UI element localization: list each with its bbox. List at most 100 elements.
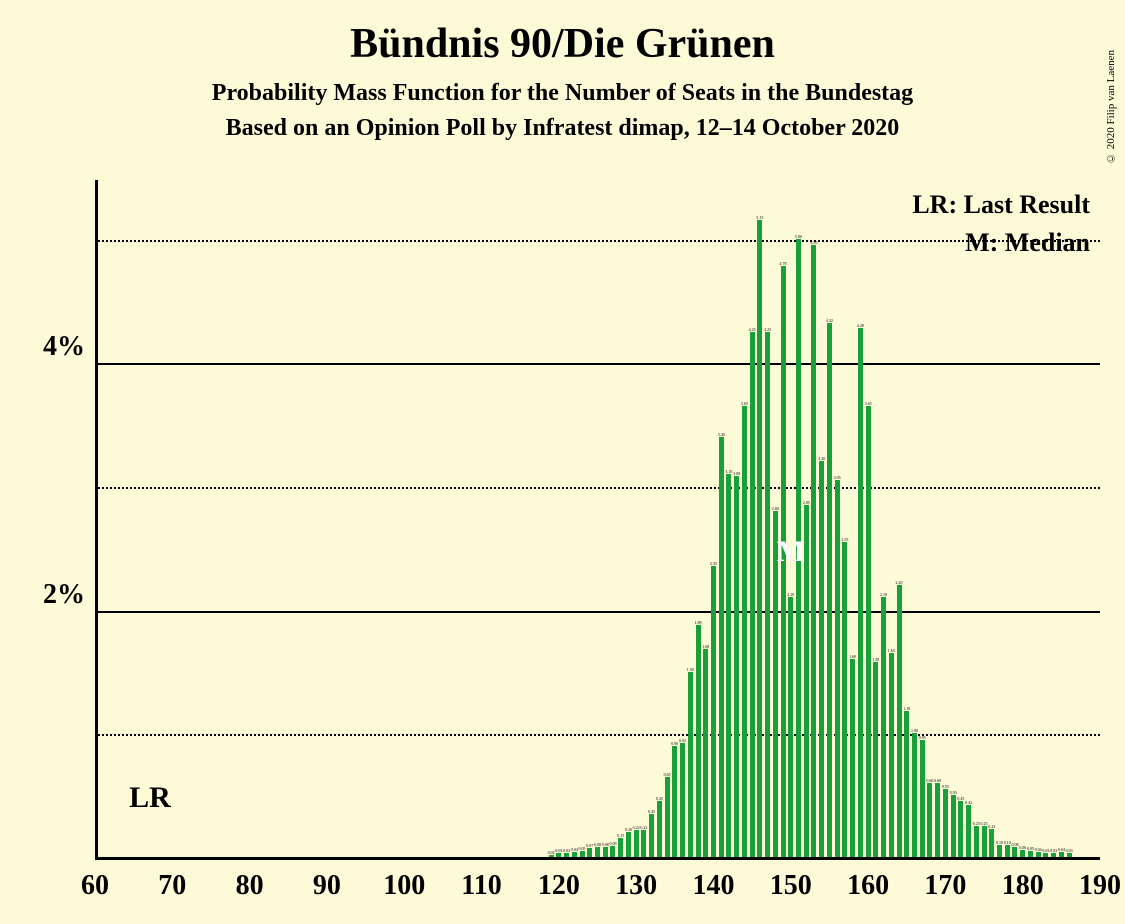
bar-value-label: 2.20 [896,580,903,585]
x-axis-label: 190 [1079,870,1121,902]
bar-value-label: 1.60 [849,654,856,659]
bar-value-label: 0.10 [996,840,1003,845]
bar-value-label: 2.80 [772,506,779,511]
bar-value-label: 0.22 [633,825,640,830]
bar: 1.60 [850,659,855,857]
bar-value-label: 0.92 [679,738,686,743]
chart-subtitle-2: Based on an Opinion Poll by Infratest di… [0,115,1125,142]
bar: 0.95 [920,740,925,857]
bar: 0.22 [634,830,639,857]
x-axis-label: 130 [615,870,657,902]
bar: 0.05 [580,851,585,857]
bar-value-label: 4.32 [826,318,833,323]
bar: 4.32 [827,323,832,857]
bar-value-label: 0.60 [934,778,941,783]
bar-value-label: 2.10 [880,592,887,597]
x-axis-label: 150 [770,870,812,902]
bar: 0.03 [1051,853,1056,857]
bar-value-label: 0.42 [965,800,972,805]
bar-value-label: 0.65 [664,772,671,777]
x-axis-label: 60 [81,870,109,902]
bar: 0.08 [1012,847,1017,857]
legend-median: M: Median [965,228,1090,258]
bar-value-label: 0.09 [609,841,616,846]
x-axis-label: 160 [847,870,889,902]
bar: 0.50 [951,795,956,857]
x-axis-label: 70 [158,870,186,902]
bar-value-label: 3.20 [818,456,825,461]
chart-area: LR: Last Result M: Median 2%4%6070809010… [95,180,1100,860]
bar: 1.50 [688,672,693,857]
bar: 2.10 [881,597,886,857]
bar-value-label: 0.03 [1066,848,1073,853]
bar-value-label: 0.05 [1027,846,1034,851]
bar-value-label: 3.10 [725,469,732,474]
bar-value-label: 0.23 [988,824,995,829]
bar: 5.15 [757,220,762,857]
bar-value-label: 1.68 [702,644,709,649]
bar-value-label: 1.58 [872,657,879,662]
chart-subtitle-1: Probability Mass Function for the Number… [0,80,1125,107]
bar: 4.25 [750,332,755,857]
bar-value-label: 1.88 [695,620,702,625]
bar: 1.65 [889,653,894,857]
bar-value-label: 2.10 [787,592,794,597]
bar: 0.07 [587,848,592,857]
bar: 2.35 [711,566,716,857]
bar-value-label: 1.18 [903,706,910,711]
x-axis-label: 110 [461,870,501,902]
bar: 0.65 [665,777,670,857]
bar-value-label: 1.65 [888,648,895,653]
bar: 0.25 [974,826,979,857]
bar-value-label: 1.00 [911,728,918,733]
bar-value-label: 2.55 [841,537,848,542]
gridline-minor [95,240,1100,242]
bar: 2.20 [897,585,902,857]
last-result-marker: LR [129,781,171,815]
x-axis-label: 90 [313,870,341,902]
bar: 1.18 [904,711,909,857]
bar: 0.05 [1028,851,1033,857]
bar-value-label: 0.08 [1011,842,1018,847]
bar: 3.65 [866,406,871,857]
bar: 0.03 [556,853,561,857]
bar: 0.25 [982,826,987,857]
bar-value-label: 0.45 [656,796,663,801]
bar: 0.45 [657,801,662,857]
bar: 3.08 [734,476,739,857]
bar: 0.04 [1059,852,1064,857]
x-axis-label: 80 [236,870,264,902]
bar-value-label: 0.05 [579,846,586,851]
bar: 3.10 [726,474,731,857]
bar: 0.04 [1036,852,1041,857]
bar-value-label: 0.02 [548,850,555,855]
bar-value-label: 0.45 [957,796,964,801]
gridline-minor [95,734,1100,736]
bar: 1.88 [696,625,701,857]
bar: 0.60 [935,783,940,857]
bar-value-label: 0.08 [594,842,601,847]
bar: 4.25 [765,332,770,857]
bar-value-label: 0.04 [571,847,578,852]
bar: 0.08 [603,847,608,857]
bar: 3.40 [719,437,724,857]
bar: 1.68 [703,649,708,857]
bar-value-label: 3.40 [718,432,725,437]
bar-value-label: 5.15 [756,215,763,220]
bar-value-label: 5.00 [795,234,802,239]
x-axis [95,857,1100,860]
x-axis-label: 170 [924,870,966,902]
y-axis-label: 2% [43,579,85,611]
bar-value-label: 0.50 [950,790,957,795]
bar-value-label: 4.78 [780,261,787,266]
bar: 0.22 [641,830,646,857]
bar: 0.55 [943,789,948,857]
bar-value-label: 0.03 [1042,848,1049,853]
bar: 0.10 [997,845,1002,857]
bar: 0.90 [672,746,677,857]
gridline-minor [95,487,1100,489]
gridline-major [95,611,1100,613]
bar: 0.03 [564,853,569,857]
bar: 0.60 [927,783,932,857]
bar-value-label: 0.04 [1035,847,1042,852]
